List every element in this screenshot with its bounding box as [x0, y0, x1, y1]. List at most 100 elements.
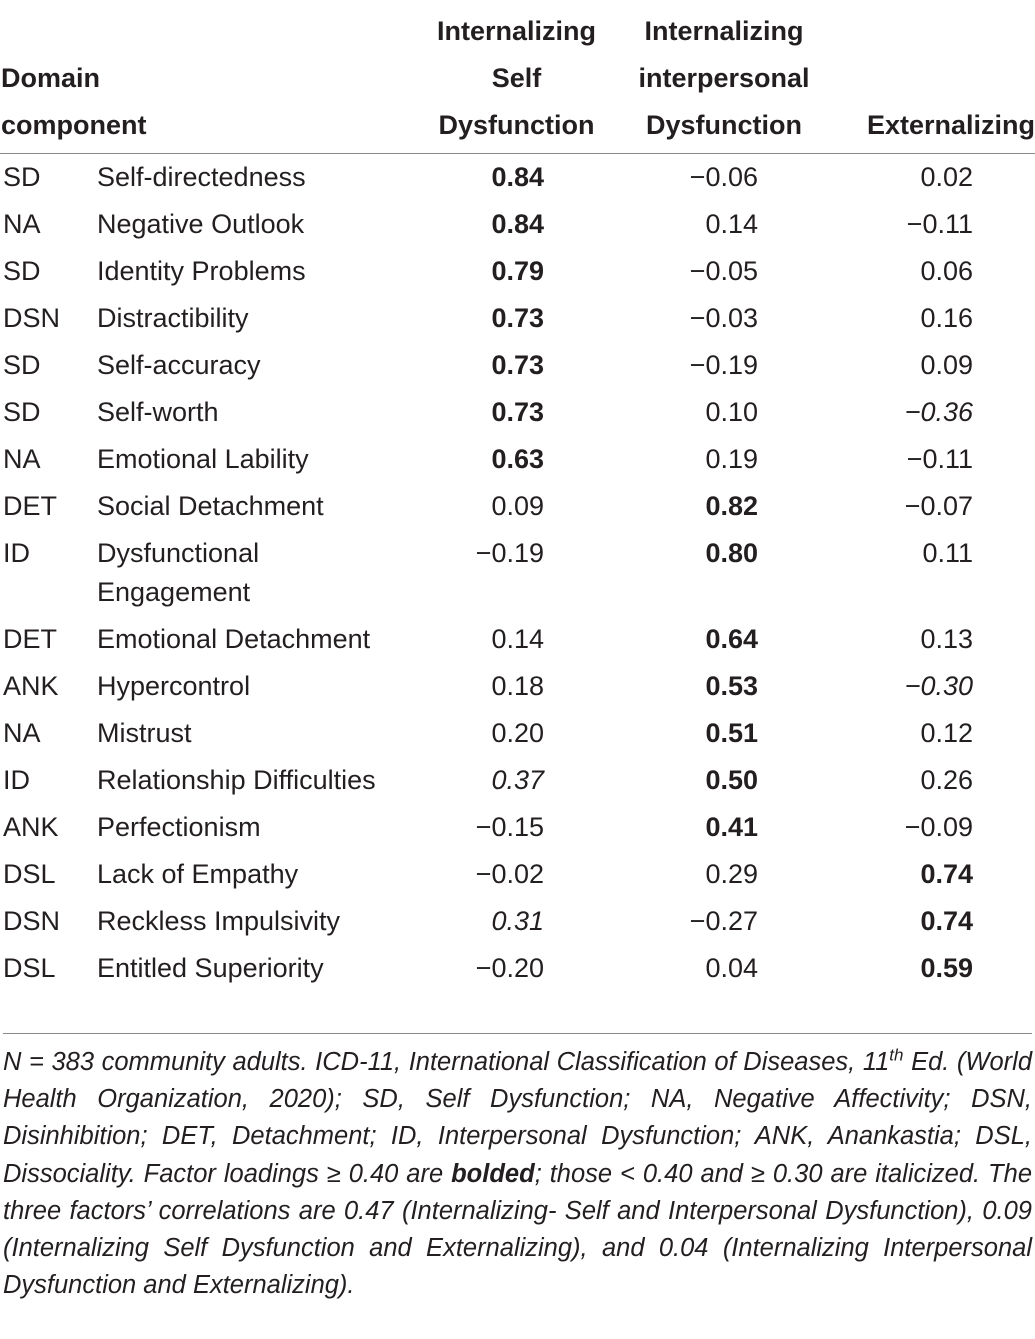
loading-cell-factor2: 0.64	[705, 624, 758, 654]
table-header: Domain component Internalizing Self Dysf…	[0, 8, 1035, 154]
factor2-header-line1: Internalizing	[644, 16, 804, 46]
component-name-cell: Relationship Difficulties	[97, 765, 376, 795]
loading-cell-factor1: 0.79	[491, 256, 544, 286]
table-row: SD Self-accuracy 0.73 −0.19 0.09	[0, 342, 1035, 389]
component-name-cell: Perfectionism	[97, 812, 261, 842]
loading-cell-factor3: 0.12	[920, 718, 973, 748]
loading-cell-factor3: 0.13	[920, 624, 973, 654]
loading-cell-factor1: −0.20	[475, 953, 544, 983]
table-row: NA Emotional Lability 0.63 0.19 −0.11	[0, 436, 1035, 483]
loading-cell-factor1: 0.37	[491, 765, 544, 795]
table-row: ANK Perfectionism −0.15 0.41 −0.09	[0, 804, 1035, 851]
loading-cell-factor2: 0.51	[705, 718, 758, 748]
domain-abbr-cell: NA	[3, 209, 41, 239]
table-row: SD Identity Problems 0.79 −0.05 0.06	[0, 248, 1035, 295]
domain-abbr-cell: ANK	[3, 671, 59, 701]
table-row: DSL Entitled Superiority −0.20 0.04 0.59	[0, 945, 1035, 1002]
loading-cell-factor3: 0.09	[920, 350, 973, 380]
domain-abbr-cell: DET	[3, 491, 57, 521]
loading-cell-factor2: 0.41	[705, 812, 758, 842]
footnote-part1: N = 383 community adults. ICD-11, Intern…	[3, 1048, 890, 1076]
loading-cell-factor2: −0.19	[689, 350, 758, 380]
domain-abbr-cell: ANK	[3, 812, 59, 842]
domain-abbr-cell: SD	[3, 350, 41, 380]
factor1-header-line1: Internalizing	[436, 16, 596, 46]
domain-header-line1: Domain	[1, 63, 101, 93]
loading-cell-factor3: 0.11	[922, 538, 973, 568]
table-row: DET Emotional Detachment 0.14 0.64 0.13	[0, 616, 1035, 663]
loading-cell-factor2: 0.29	[705, 859, 758, 889]
component-name-cell: Identity Problems	[97, 256, 306, 286]
table-body: SD Self-directedness 0.84 −0.06 0.02 NA Negati…	[0, 154, 1035, 1003]
loading-cell-factor1: 0.63	[491, 444, 544, 474]
domain-abbr-cell: SD	[3, 397, 41, 427]
table-row: NA Mistrust 0.20 0.51 0.12	[0, 710, 1035, 757]
loading-cell-factor1: 0.73	[491, 350, 544, 380]
component-name-cell: Self-worth	[97, 397, 219, 427]
loading-cell-factor1: 0.73	[491, 397, 544, 427]
domain-abbr-cell: SD	[3, 256, 41, 286]
loading-cell-factor2: −0.06	[689, 162, 758, 192]
loading-cell-factor2: −0.27	[689, 906, 758, 936]
loading-cell-factor2: 0.10	[705, 397, 758, 427]
domain-abbr-cell: DSL	[3, 859, 56, 889]
table-row: DSN Reckless Impulsivity 0.31 −0.27 0.74	[0, 898, 1035, 945]
domain-abbr-cell: ID	[3, 538, 30, 568]
table-row: ANK Hypercontrol 0.18 0.53 −0.30	[0, 663, 1035, 710]
factor1-header: Internalizing Self Dysfunction	[414, 8, 619, 154]
loading-cell-factor3: 0.02	[920, 162, 973, 192]
loading-cell-factor2: 0.82	[705, 491, 758, 521]
loading-cell-factor1: 0.84	[491, 209, 544, 239]
factor1-header-line3: Dysfunction	[438, 110, 595, 140]
factor2-header: Internalizing interpersonal Dysfunction	[619, 8, 829, 154]
loading-cell-factor3: −0.11	[906, 444, 973, 474]
component-name-cell: Lack of Empathy	[97, 859, 299, 889]
loading-cell-factor3: −0.36	[904, 397, 973, 427]
loading-cell-factor3: −0.11	[906, 209, 973, 239]
loading-cell-factor1: 0.14	[491, 624, 544, 654]
domain-component-header: Domain component	[0, 8, 414, 154]
component-name-cell: Entitled Superiority	[97, 953, 324, 983]
loading-cell-factor1: 0.20	[491, 718, 544, 748]
factor2-header-line2: interpersonal	[638, 63, 810, 93]
loading-cell-factor2: 0.80	[705, 538, 758, 568]
loading-cell-factor3: 0.26	[920, 765, 973, 795]
loading-cell-factor3: 0.74	[920, 859, 973, 889]
component-name-cell: Reckless Impulsivity	[97, 906, 341, 936]
factor1-header-line2: Self	[491, 63, 542, 93]
component-name-cell: Dysfunctional Engagement	[97, 538, 260, 607]
domain-abbr-cell: NA	[3, 718, 41, 748]
component-name-cell: Emotional Lability	[97, 444, 309, 474]
loading-cell-factor2: 0.14	[705, 209, 758, 239]
loading-cell-factor1: −0.02	[475, 859, 544, 889]
loading-cell-factor1: −0.15	[475, 812, 544, 842]
table-row: DET Social Detachment 0.09 0.82 −0.07	[0, 483, 1035, 530]
component-name-cell: Self-accuracy	[97, 350, 261, 380]
loading-cell-factor2: −0.05	[689, 256, 758, 286]
domain-abbr-cell: DSN	[3, 906, 61, 936]
component-name-cell: Mistrust	[97, 718, 192, 748]
component-name-cell: Distractibility	[97, 303, 249, 333]
loading-cell-factor3: −0.07	[904, 491, 973, 521]
footnote-superscript: th	[889, 1045, 904, 1065]
domain-header-line2: component	[1, 110, 147, 140]
component-name-cell: Self-directedness	[97, 162, 306, 192]
table-row: ID Dysfunctional Engagement −0.19 0.80 0.11	[0, 530, 1035, 616]
domain-abbr-cell: NA	[3, 444, 41, 474]
table-row: NA Negative Outlook 0.84 0.14 −0.11	[0, 201, 1035, 248]
component-name-cell: Emotional Detachment	[97, 624, 371, 654]
loading-cell-factor1: 0.73	[491, 303, 544, 333]
factor2-header-line3: Dysfunction	[645, 110, 802, 140]
domain-abbr-cell: SD	[3, 162, 41, 192]
loading-cell-factor3: 0.59	[920, 953, 973, 983]
table-row: DSL Lack of Empathy −0.02 0.29 0.74	[0, 851, 1035, 898]
table-row: DSN Distractibility 0.73 −0.03 0.16	[0, 295, 1035, 342]
loading-cell-factor2: 0.04	[705, 953, 758, 983]
component-name-cell: Hypercontrol	[97, 671, 251, 701]
loading-cell-factor2: 0.53	[705, 671, 758, 701]
footnote-part2: Ed. (World Health Organization, 2020); S…	[3, 1048, 1032, 1188]
loading-cell-factor3: 0.06	[920, 256, 973, 286]
loading-cell-factor2: 0.50	[705, 765, 758, 795]
domain-abbr-cell: ID	[3, 765, 30, 795]
